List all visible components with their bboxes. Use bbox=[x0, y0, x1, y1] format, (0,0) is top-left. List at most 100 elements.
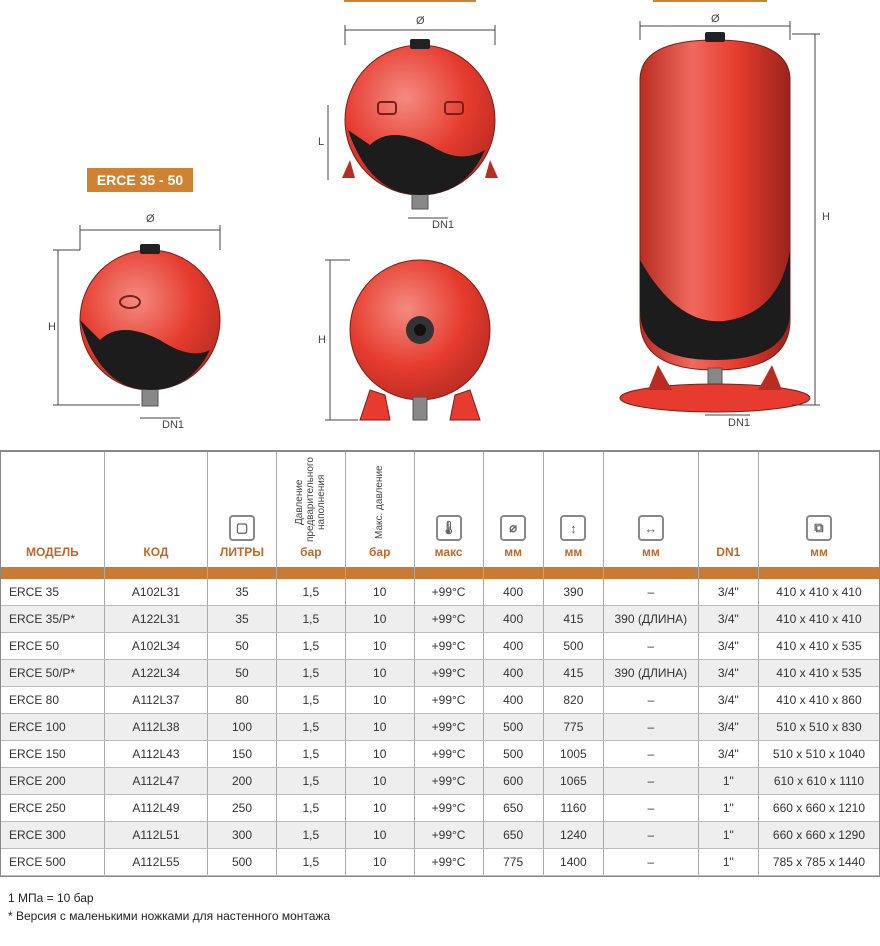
cell-d: 400 bbox=[483, 687, 543, 714]
cell-d: 500 bbox=[483, 714, 543, 741]
cell-model: ERCE 35/P* bbox=[1, 606, 104, 633]
cell-pk: 610 x 610 x 1110 bbox=[758, 768, 879, 795]
cell-code: A112L51 bbox=[104, 822, 207, 849]
cell-code: A112L49 bbox=[104, 795, 207, 822]
cell-p2: 10 bbox=[345, 633, 414, 660]
hdr-model: МОДЕЛЬ bbox=[1, 452, 104, 567]
svg-text:DN1: DN1 bbox=[162, 419, 184, 430]
cell-len: – bbox=[604, 768, 699, 795]
cell-h: 1005 bbox=[543, 741, 603, 768]
diagram-c-svg: Ø H DN1 bbox=[580, 10, 840, 430]
cell-len: – bbox=[604, 687, 699, 714]
table-row: ERCE 300A112L513001,510+99°C6501240–1"66… bbox=[1, 822, 879, 849]
cell-h: 1160 bbox=[543, 795, 603, 822]
cell-len: – bbox=[604, 714, 699, 741]
cell-p1: 1,5 bbox=[276, 714, 345, 741]
cell-dn: 3/4" bbox=[698, 660, 758, 687]
svg-text:DN1: DN1 bbox=[728, 417, 750, 429]
cell-d: 400 bbox=[483, 606, 543, 633]
cell-model: ERCE 150 bbox=[1, 741, 104, 768]
cell-d: 650 bbox=[483, 822, 543, 849]
cell-model: ERCE 250 bbox=[1, 795, 104, 822]
cell-l: 500 bbox=[208, 849, 277, 876]
cell-p1: 1,5 bbox=[276, 579, 345, 606]
tank-icon: ▢ bbox=[229, 515, 255, 541]
footnote-2: * Версия с маленькими ножками для настен… bbox=[8, 909, 872, 923]
cell-l: 250 bbox=[208, 795, 277, 822]
footnotes: 1 МПа = 10 бар * Версия с маленькими нож… bbox=[0, 877, 880, 937]
cell-p2: 10 bbox=[345, 741, 414, 768]
cell-t: +99°C bbox=[414, 822, 483, 849]
cell-pk: 660 x 660 x 1290 bbox=[758, 822, 879, 849]
cell-pk: 410 x 410 x 535 bbox=[758, 633, 879, 660]
cell-d: 600 bbox=[483, 768, 543, 795]
table-row: ERCE 35A102L31351,510+99°C400390–3/4"410… bbox=[1, 579, 879, 606]
cell-p1: 1,5 bbox=[276, 660, 345, 687]
cell-p1: 1,5 bbox=[276, 795, 345, 822]
hdr-tmax: 🌡 макс bbox=[414, 452, 483, 567]
hdr-maxp-unit: бар bbox=[369, 545, 390, 559]
cell-t: +99°C bbox=[414, 741, 483, 768]
cell-dn: 3/4" bbox=[698, 633, 758, 660]
cell-dn: 3/4" bbox=[698, 687, 758, 714]
cell-l: 100 bbox=[208, 714, 277, 741]
cell-dn: 3/4" bbox=[698, 606, 758, 633]
cell-pk: 660 x 660 x 1210 bbox=[758, 795, 879, 822]
cell-code: A122L31 bbox=[104, 606, 207, 633]
hdr-liters-label: ЛИТРЫ bbox=[220, 545, 264, 559]
svg-text:DN1: DN1 bbox=[432, 219, 454, 231]
cell-l: 50 bbox=[208, 633, 277, 660]
package-icon: ⧉ bbox=[806, 515, 832, 541]
cell-h: 390 bbox=[543, 579, 603, 606]
hdr-liters: ▢ ЛИТРЫ bbox=[208, 452, 277, 567]
hdr-pack-label: мм bbox=[810, 545, 828, 559]
diagram-a-svg: Ø H DN1 bbox=[40, 200, 240, 430]
spec-body: ERCE 35A102L31351,510+99°C400390–3/4"410… bbox=[1, 579, 879, 876]
cell-p2: 10 bbox=[345, 849, 414, 876]
cell-dn: 3/4" bbox=[698, 714, 758, 741]
cell-code: A112L43 bbox=[104, 741, 207, 768]
cell-dn: 3/4" bbox=[698, 579, 758, 606]
cell-pk: 410 x 410 x 410 bbox=[758, 606, 879, 633]
cell-pk: 410 x 410 x 410 bbox=[758, 579, 879, 606]
cell-model: ERCE 100 bbox=[1, 714, 104, 741]
thermometer-icon: 🌡 bbox=[436, 515, 462, 541]
cell-p1: 1,5 bbox=[276, 741, 345, 768]
hdr-diam: ⌀ мм bbox=[483, 452, 543, 567]
cell-len: – bbox=[604, 633, 699, 660]
cell-d: 400 bbox=[483, 633, 543, 660]
spec-table-wrap: МОДЕЛЬ КОД ▢ ЛИТРЫ Давление предваритель… bbox=[0, 450, 880, 877]
svg-text:H: H bbox=[822, 211, 830, 223]
cell-dn: 1" bbox=[698, 795, 758, 822]
cell-p1: 1,5 bbox=[276, 687, 345, 714]
hdr-diam-label: мм bbox=[504, 545, 522, 559]
cell-code: A112L55 bbox=[104, 849, 207, 876]
hdr-pack: ⧉ мм bbox=[758, 452, 879, 567]
cell-l: 80 bbox=[208, 687, 277, 714]
cell-d: 500 bbox=[483, 741, 543, 768]
cell-h: 775 bbox=[543, 714, 603, 741]
cell-p2: 10 bbox=[345, 660, 414, 687]
cell-code: A112L37 bbox=[104, 687, 207, 714]
cell-p1: 1,5 bbox=[276, 822, 345, 849]
diagram-b-svg: Ø L DN1 H bbox=[300, 10, 520, 430]
table-row: ERCE 35/P*A122L31351,510+99°C400415390 (… bbox=[1, 606, 879, 633]
cell-code: A112L47 bbox=[104, 768, 207, 795]
cell-model: ERCE 500 bbox=[1, 849, 104, 876]
cell-len: – bbox=[604, 822, 699, 849]
cell-model: ERCE 200 bbox=[1, 768, 104, 795]
cell-dn: 1" bbox=[698, 822, 758, 849]
cell-pk: 510 x 510 x 1040 bbox=[758, 741, 879, 768]
hdr-length: ↔ мм bbox=[604, 452, 699, 567]
cell-code: A112L38 bbox=[104, 714, 207, 741]
cell-t: +99°C bbox=[414, 768, 483, 795]
cell-len: – bbox=[604, 579, 699, 606]
diagram-c: ERCE 80 - 500 bbox=[580, 0, 840, 430]
cell-pk: 510 x 510 x 830 bbox=[758, 714, 879, 741]
cell-l: 300 bbox=[208, 822, 277, 849]
length-icon: ↔ bbox=[638, 515, 664, 541]
cell-model: ERCE 300 bbox=[1, 822, 104, 849]
cell-pk: 410 x 410 x 860 bbox=[758, 687, 879, 714]
hdr-maxp-label: Макс. давление bbox=[374, 462, 385, 542]
header-row: МОДЕЛЬ КОД ▢ ЛИТРЫ Давление предваритель… bbox=[1, 452, 879, 567]
